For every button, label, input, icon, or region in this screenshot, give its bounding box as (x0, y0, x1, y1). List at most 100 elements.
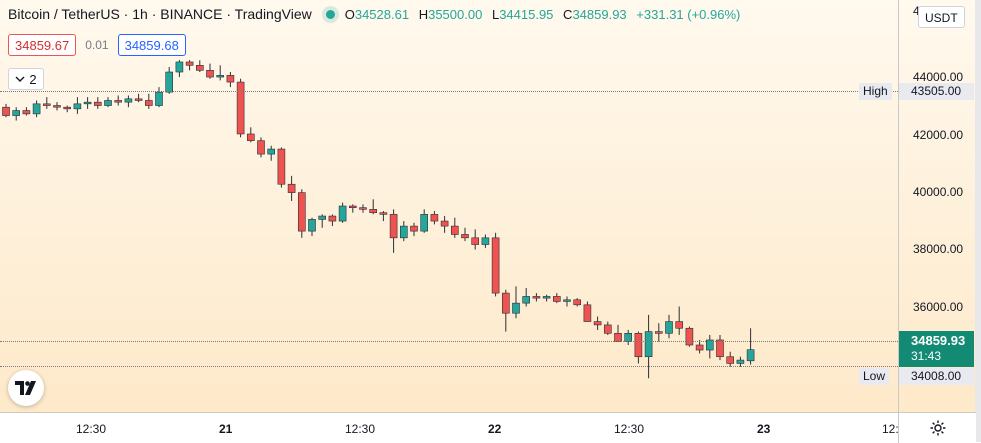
right-gutter (975, 0, 981, 442)
candle (654, 323, 663, 342)
market-status-icon[interactable] (325, 9, 335, 19)
candle-body (287, 183, 296, 193)
candle (247, 127, 255, 143)
price-tick: 44000.00 (913, 70, 964, 84)
low-price-line (0, 366, 898, 367)
candlestick-series (2, 60, 755, 379)
candle (226, 72, 235, 88)
buy-button[interactable]: 34859.68 (117, 34, 186, 56)
candle (440, 216, 449, 233)
candle (614, 324, 622, 342)
candle (675, 306, 684, 335)
candle (389, 209, 398, 253)
candle (287, 175, 296, 201)
candle-body (450, 225, 459, 235)
candle (83, 97, 92, 109)
candle-body (196, 65, 204, 71)
candle (563, 296, 571, 307)
bar-countdown: 31:43 (911, 349, 942, 363)
candle-body (83, 101, 92, 105)
candle-body (379, 212, 388, 215)
time-tick: 23 (757, 422, 771, 436)
candle (705, 334, 714, 359)
low-label: Low (859, 368, 890, 385)
candle-body (716, 339, 724, 358)
candle-body (665, 321, 673, 334)
candle (114, 95, 122, 106)
time-tick: 12:30 (345, 422, 376, 436)
candle (461, 227, 469, 242)
candle (267, 145, 276, 161)
chart-pane[interactable]: Bitcoin / TetherUS · 1h · BINANCE · Trad… (0, 0, 898, 412)
candle-body (2, 106, 10, 116)
candle-body (726, 356, 735, 364)
candle-body (685, 327, 694, 346)
symbol-title[interactable]: Bitcoin / TetherUS · 1h · BINANCE · Trad… (8, 6, 312, 22)
candle (42, 97, 51, 109)
tradingview-logo[interactable] (8, 370, 44, 406)
candle (94, 97, 102, 109)
candle (277, 147, 286, 188)
candle-body (145, 100, 153, 106)
candle (206, 63, 214, 79)
candle-body (532, 296, 541, 299)
candle-body (318, 215, 327, 220)
candle-body (12, 110, 20, 116)
candle (104, 97, 112, 108)
time-tick: 12: (882, 422, 899, 436)
candle (338, 202, 347, 223)
candle-body (328, 215, 337, 222)
price-tick: 42000.00 (913, 128, 964, 142)
candle (53, 102, 61, 111)
candle (512, 286, 520, 319)
candle (359, 204, 367, 213)
time-tick: 12:30 (614, 422, 645, 436)
candle-body (236, 81, 245, 135)
chart-settings-button[interactable] (898, 412, 976, 443)
candle-body (736, 359, 745, 364)
high-label: High (859, 83, 892, 100)
candle-body (583, 304, 592, 322)
candle (542, 294, 551, 302)
indicators-toggle-button[interactable]: 2 (8, 68, 44, 90)
price-tick: 40000.00 (913, 185, 964, 199)
candle-body (226, 75, 235, 83)
sell-button[interactable]: 34859.67 (8, 34, 77, 56)
candle-body (644, 331, 653, 358)
candle (420, 209, 429, 233)
candle (22, 107, 31, 116)
currency-button[interactable]: USDT (918, 6, 965, 28)
candle-body (134, 98, 143, 101)
candle-body (695, 344, 704, 351)
candle (369, 199, 378, 215)
candle (471, 229, 480, 250)
candle-body (73, 103, 82, 110)
candle-body (216, 75, 224, 78)
candle (73, 97, 82, 114)
candle (216, 65, 224, 81)
change-value: +331.31 (+0.96%) (636, 6, 741, 22)
candle-body (593, 321, 602, 326)
candle (491, 232, 500, 297)
candle-body (308, 219, 316, 232)
time-tick: 21 (219, 422, 233, 436)
high-price-line (0, 91, 898, 92)
candle-body (430, 214, 439, 222)
time-scale[interactable]: 12:30 21 12:30 22 12:30 23 12: (0, 412, 899, 443)
candle (196, 60, 204, 73)
candle-body (399, 225, 408, 239)
candle (501, 289, 510, 332)
candle (552, 293, 561, 304)
candle (746, 328, 755, 365)
candle (624, 329, 633, 346)
candle (379, 211, 388, 222)
candle-body (461, 234, 469, 239)
candle (410, 222, 418, 237)
candle (318, 214, 327, 228)
candle (573, 298, 582, 307)
high-value: 35500.00 (428, 6, 483, 22)
candle (155, 87, 163, 108)
candle-body (124, 98, 133, 103)
candle-body (42, 103, 51, 106)
candle (134, 93, 143, 103)
